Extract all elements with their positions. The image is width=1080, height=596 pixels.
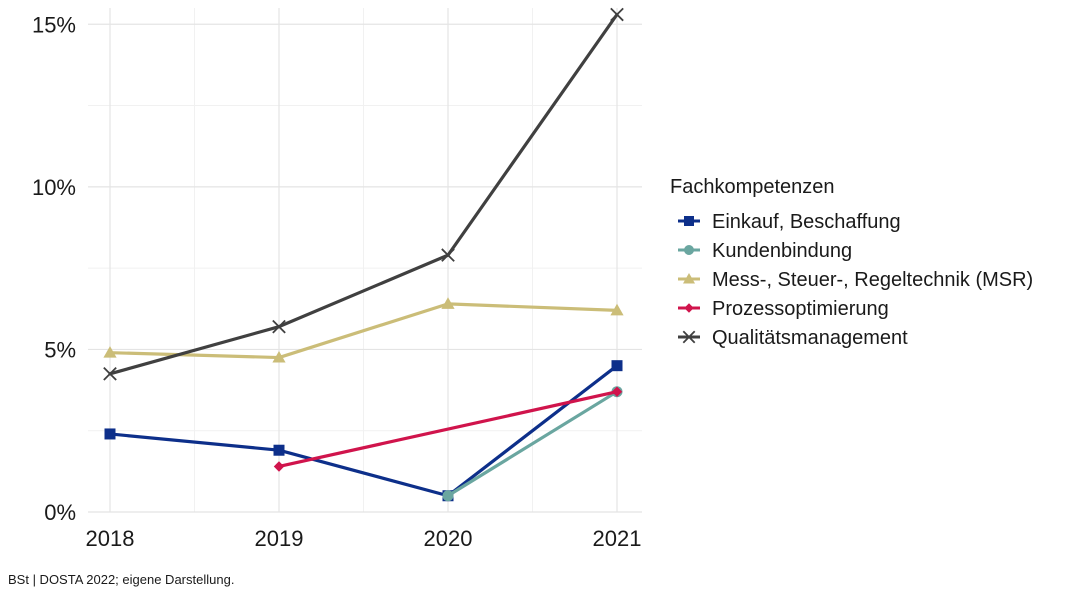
data-point-stroke bbox=[103, 366, 117, 381]
legend-label: Einkauf, Beschaffung bbox=[712, 211, 901, 233]
axes: 0% 5% 10% 15% 2018 2019 2020 2021 bbox=[32, 12, 642, 551]
data-point bbox=[272, 350, 286, 363]
legend: Fachkompetenzen Einkauf, Beschaffung Kunde… bbox=[670, 176, 1033, 349]
x-tick-label: 2019 bbox=[255, 526, 304, 551]
series-line bbox=[108, 12, 619, 376]
data-point bbox=[611, 360, 623, 372]
y-tick-label: 5% bbox=[44, 337, 76, 362]
y-tick-label: 10% bbox=[32, 175, 76, 200]
data-point bbox=[610, 7, 624, 22]
legend-label: Qualitätsmanagement bbox=[712, 327, 908, 349]
data-point-stroke bbox=[272, 319, 286, 334]
data-point bbox=[103, 346, 117, 358]
data-point-stroke bbox=[682, 330, 696, 344]
x-tick-label: 2021 bbox=[593, 526, 642, 551]
data-point bbox=[441, 248, 455, 262]
data-point bbox=[684, 216, 694, 226]
data-point bbox=[272, 319, 286, 334]
data-point bbox=[273, 444, 285, 456]
source-note: BSt | DOSTA 2022; eigene Darstellung. bbox=[8, 572, 235, 587]
legend-label: Mess-, Steuer-, Regeltechnik (MSR) bbox=[712, 269, 1033, 291]
series-layer bbox=[103, 7, 624, 502]
y-tick-label: 0% bbox=[44, 500, 76, 525]
data-point-stroke bbox=[441, 248, 455, 262]
y-tick-label: 15% bbox=[32, 12, 76, 37]
legend-item: Kundenbindung bbox=[678, 240, 852, 262]
legend-item: Mess-, Steuer-, Regeltechnik (MSR) bbox=[678, 269, 1033, 291]
data-point bbox=[684, 303, 694, 313]
data-point bbox=[610, 303, 624, 316]
data-point bbox=[441, 297, 455, 309]
legend-label: Prozessoptimierung bbox=[712, 298, 889, 320]
data-point bbox=[684, 245, 694, 255]
data-point bbox=[103, 366, 117, 381]
data-point-stroke bbox=[610, 7, 624, 22]
series-line bbox=[108, 302, 619, 360]
series-line bbox=[277, 390, 619, 469]
legend-label: Kundenbindung bbox=[712, 240, 852, 262]
x-tick-label: 2018 bbox=[86, 526, 135, 551]
legend-item: Qualitätsmanagement bbox=[678, 327, 908, 349]
legend-item: Einkauf, Beschaffung bbox=[678, 211, 901, 233]
x-tick-label: 2020 bbox=[424, 526, 473, 551]
data-point bbox=[442, 490, 454, 502]
data-point bbox=[683, 273, 695, 284]
legend-title: Fachkompetenzen bbox=[670, 176, 835, 198]
grid bbox=[88, 8, 642, 513]
data-point bbox=[273, 461, 285, 472]
legend-item: Prozessoptimierung bbox=[678, 298, 889, 320]
series-line bbox=[446, 390, 619, 498]
data-point bbox=[104, 428, 116, 440]
data-point bbox=[682, 330, 696, 344]
data-point bbox=[611, 386, 623, 397]
series-line bbox=[108, 364, 619, 498]
